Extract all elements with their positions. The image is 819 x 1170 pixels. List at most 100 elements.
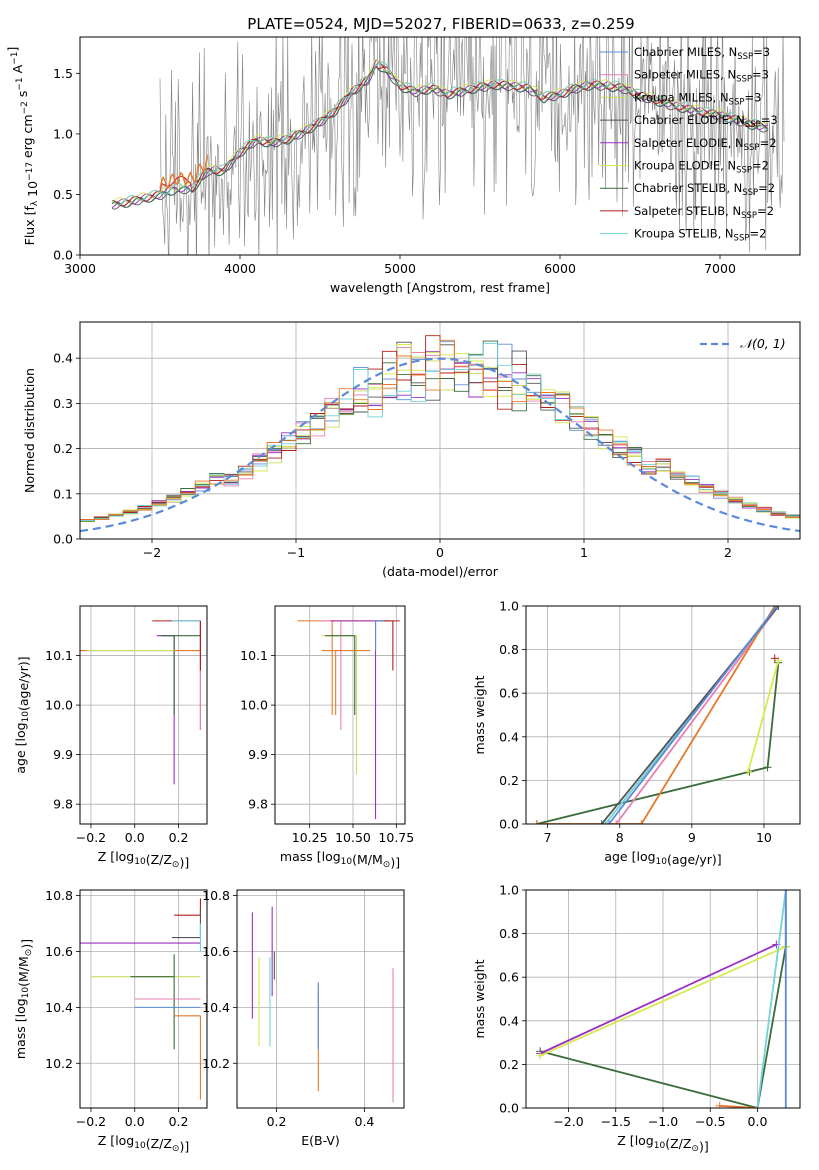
x-tick-label: 10.75 <box>378 830 414 845</box>
x-tick-label: −0.5 <box>695 1114 725 1129</box>
age-vs-Z-grid <box>80 606 207 824</box>
weight-marker <box>715 1101 724 1108</box>
x-tick-label: 3000 <box>64 261 96 276</box>
x-tick-label: 10 <box>756 830 772 845</box>
x-axis-label: E(B-V) <box>301 1133 340 1148</box>
legend-label: Salpeter ELODIE, NSSP=2 <box>634 136 777 153</box>
weight-marker <box>536 1051 545 1060</box>
x-tick-label: 0.2 <box>267 1114 287 1129</box>
y-tick-label: 9.8 <box>248 797 268 812</box>
model-spectrum-line <box>111 58 769 204</box>
age-vs-mass-panel: 10.25 10.50 10.75 9.8 9.9 10.0 10.1 mass [log10… <box>240 605 414 870</box>
errorbar-point <box>320 620 373 730</box>
errorbar-point <box>156 635 175 785</box>
y-tick-label: 9.9 <box>53 747 73 762</box>
age-vs-mass-frame <box>274 605 406 825</box>
x-tick-label: 5000 <box>384 261 416 276</box>
errorbar-point <box>174 1015 201 1100</box>
y-tick-label: 0.3 <box>53 396 73 411</box>
age-vs-Z-frame <box>79 605 208 825</box>
errorbar-point <box>171 909 201 939</box>
y-tick-label: 1.0 <box>499 883 519 898</box>
errorbar-point <box>321 650 371 715</box>
y-tick-label: 0.8 <box>499 926 519 941</box>
y-tick-label: 0.4 <box>499 729 519 744</box>
spectrum-legend: Chabrier MILES, NSSP=3 Salpeter MILES, NS… <box>600 45 778 244</box>
x-tick-label: 7000 <box>704 261 736 276</box>
y-tick-label: 0.8 <box>499 642 519 657</box>
y-tick-label: 0.6 <box>499 970 519 985</box>
weight-marker <box>763 763 772 772</box>
age-vs-Z-panel: −0.2 0.0 0.2 9.8 9.9 10.0 10.1 Z [log10(Z/Z⊙)] a… <box>13 605 208 870</box>
y-tick-label: 0.6 <box>499 686 519 701</box>
y-axis-label: Normed distribution <box>22 368 37 493</box>
y-tick-label: 0.0 <box>499 817 519 832</box>
y-tick-label: 10.8 <box>45 888 73 903</box>
weight-vs-age-panel: 7 8 9 10 0.0 0.2 0.4 0.6 0.8 1.0 age [log10(age/yr… <box>472 599 801 867</box>
weight-marker <box>774 656 783 665</box>
x-tick-label: 0.2 <box>169 1114 189 1129</box>
weight-line <box>536 606 776 824</box>
x-tick-label: 0.4 <box>355 1114 375 1129</box>
y-tick-label: 0.2 <box>499 773 519 788</box>
y-tick-label: 0.2 <box>53 441 73 456</box>
residual-histogram <box>80 339 800 520</box>
y-axis-label: age [log10(age/yr)] <box>13 656 31 773</box>
age-vs-mass-plot-area <box>297 620 400 820</box>
x-axis-label: Z [log10(Z/Z⊙)] <box>98 1133 189 1154</box>
y-tick-label: 0.1 <box>53 486 73 501</box>
age-vs-mass-grid <box>275 606 405 824</box>
observed-spectrum-line <box>159 37 785 255</box>
model-spectrum-line <box>111 66 769 207</box>
x-axis-label: Z [log10(Z/Z⊙)] <box>617 1133 708 1154</box>
y-tick-label: 10.1 <box>240 648 268 663</box>
x-axis-label: (data-model)/error <box>382 564 499 579</box>
spectrum-frame <box>79 36 801 256</box>
mass-vs-Z-grid <box>80 890 207 1108</box>
x-tick-label: 8 <box>616 830 624 845</box>
weight-marker <box>774 606 783 610</box>
y-tick-label: 10.0 <box>240 698 268 713</box>
legend-label: Chabrier MILES, NSSP=3 <box>634 45 770 62</box>
residuals-panel: −2 −1 0 1 2 0.0 0.1 0.2 0.3 0.4 (data-model)/error… <box>22 321 801 579</box>
y-tick-label: 0.0 <box>499 1101 519 1116</box>
errorbar-point <box>174 898 201 916</box>
x-tick-label: −1.5 <box>601 1114 631 1129</box>
x-tick-label: 2 <box>724 545 732 560</box>
mass-vs-EBV-panel: 0.2 0.4 10.2 10.4 10.6 10.8 E(B-V) <box>202 888 405 1148</box>
weight-marker <box>781 1104 790 1108</box>
weight-marker <box>781 890 790 894</box>
age-vs-Z-plot-area <box>80 620 201 785</box>
legend-label: Kroupa MILES, NSSP=3 <box>634 90 761 107</box>
errorbar-point <box>374 620 385 651</box>
weight-line <box>747 660 780 772</box>
x-tick-label: 0 <box>436 545 444 560</box>
y-tick-label: 0.0 <box>53 248 73 263</box>
residuals-plot-area <box>80 335 800 533</box>
y-tick-label: 10.4 <box>45 1000 73 1015</box>
y-tick-label: 10.8 <box>202 888 230 903</box>
legend-label: 𝒩(0, 1) <box>740 336 786 351</box>
y-axis-label: Flux [fλ 10−17 erg cm−2 s−1 A−1] <box>5 47 40 246</box>
weight-line <box>756 890 787 1108</box>
legend-label: Kroupa STELIB, NSSP=2 <box>634 227 766 244</box>
x-tick-label: 7 <box>544 830 552 845</box>
mass-vs-Z-panel: −0.2 0.0 0.2 10.2 10.4 10.6 10.8 Z [log10(Z/Z⊙)… <box>13 888 208 1154</box>
weight-vs-age-frame <box>525 605 801 825</box>
weight-marker <box>753 1104 762 1108</box>
legend-label: Salpeter MILES, NSSP=3 <box>634 68 769 85</box>
mass-vs-EBV-frame <box>236 889 405 1109</box>
y-axis-label: mass weight <box>472 959 487 1038</box>
y-tick-label: 9.8 <box>53 797 73 812</box>
y-tick-label: 10.1 <box>45 648 73 663</box>
mass-vs-EBV-plot-area <box>251 906 394 1103</box>
weight-marker <box>601 820 610 824</box>
y-tick-label: 0.5 <box>53 187 73 202</box>
legend-label: Salpeter STELIB, NSSP=2 <box>634 204 774 221</box>
residuals-legend: 𝒩(0, 1) <box>700 336 786 351</box>
spectrum-panel: 3000 4000 5000 6000 7000 0.0 0.5 1.0 1.5 waveleng… <box>5 36 801 295</box>
y-axis-label: mass [log10(M/M⊙)] <box>13 939 34 1059</box>
x-tick-label: −1.0 <box>648 1114 678 1129</box>
y-tick-label: 1.5 <box>53 66 73 81</box>
x-tick-label: 0.0 <box>125 1114 145 1129</box>
